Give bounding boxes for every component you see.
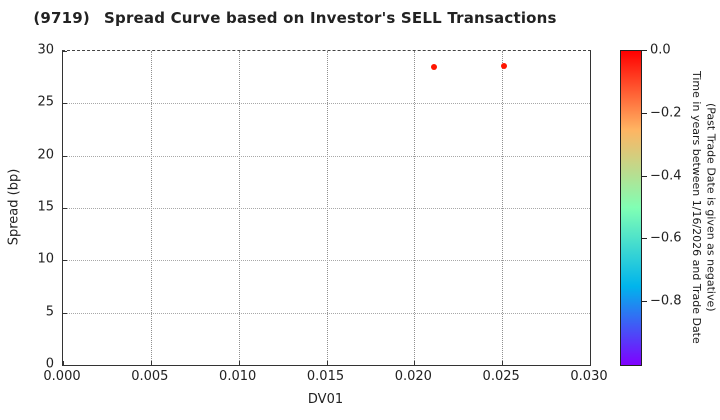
y-gridline xyxy=(63,155,590,157)
colorbar xyxy=(620,50,642,366)
x-tick-label: 0.015 xyxy=(306,369,345,384)
y-tick-label: 30 xyxy=(37,42,54,58)
y-gridline xyxy=(63,312,590,314)
y-tick-label: 20 xyxy=(37,147,54,163)
y-gridline xyxy=(63,260,590,262)
x-axis-label: DV01 xyxy=(307,392,344,407)
colorbar-tick-mark xyxy=(642,301,647,303)
y-tick-mark xyxy=(63,260,67,262)
x-tick-mark xyxy=(150,361,152,365)
chart-title-text: Spread Curve based on Investor's SELL Tr… xyxy=(104,9,557,27)
chart-title: (9719) Spread Curve based on Investor's S… xyxy=(30,9,560,27)
colorbar-tick-mark xyxy=(642,238,647,240)
colorbar-tick-mark xyxy=(642,175,647,177)
colorbar-tick-mark xyxy=(642,112,647,114)
colorbar-tick-label: −0.6 xyxy=(650,230,682,246)
x-tick-mark xyxy=(502,361,504,365)
x-tick-label: 0.030 xyxy=(570,369,608,384)
y-tick-label: 25 xyxy=(37,94,54,110)
y-tick-label: 5 xyxy=(45,304,54,320)
y-gridline xyxy=(63,208,590,209)
x-tick-label: 0.025 xyxy=(482,369,520,384)
y-tick-label: 0 xyxy=(45,356,54,372)
x-tick-mark xyxy=(590,361,591,365)
y-tick-mark xyxy=(63,312,67,314)
colorbar-label: Time in years between 1/16/2026 and Trad… xyxy=(688,50,718,364)
y-gridline xyxy=(63,103,590,105)
plot-area xyxy=(62,50,591,366)
y-tick-mark xyxy=(63,208,67,209)
y-tick-label: 10 xyxy=(37,251,54,267)
x-tick-label: 0.010 xyxy=(219,369,257,384)
colorbar-tick-label: −0.4 xyxy=(650,168,682,184)
colorbar-tick-label: −0.2 xyxy=(650,105,682,121)
x-tick-mark xyxy=(63,361,64,365)
colorbar-tick-label: 0.0 xyxy=(650,42,671,58)
y-tick-label: 15 xyxy=(37,199,54,215)
y-tick-mark xyxy=(63,51,67,52)
x-tick-mark xyxy=(238,361,240,365)
x-tick-label: 0.000 xyxy=(43,369,81,384)
colorbar-tick-label: −0.8 xyxy=(650,293,682,309)
x-tick-label: 0.005 xyxy=(131,369,169,384)
colorbar-label-line2: (Past Trade Date is given as negative) xyxy=(704,102,718,312)
colorbar-tick-mark xyxy=(642,50,647,51)
y-tick-mark xyxy=(63,103,67,105)
x-tick-label: 0.020 xyxy=(394,369,432,384)
y-tick-mark xyxy=(63,365,67,366)
colorbar-label-line1: Time in years between 1/16/2026 and Trad… xyxy=(689,70,703,344)
y-tick-mark xyxy=(63,155,67,157)
data-point xyxy=(500,62,507,69)
x-tick-mark xyxy=(414,361,416,365)
x-tick-mark xyxy=(326,361,328,365)
data-point xyxy=(430,63,437,70)
ticker-code: (9719) xyxy=(33,9,90,27)
